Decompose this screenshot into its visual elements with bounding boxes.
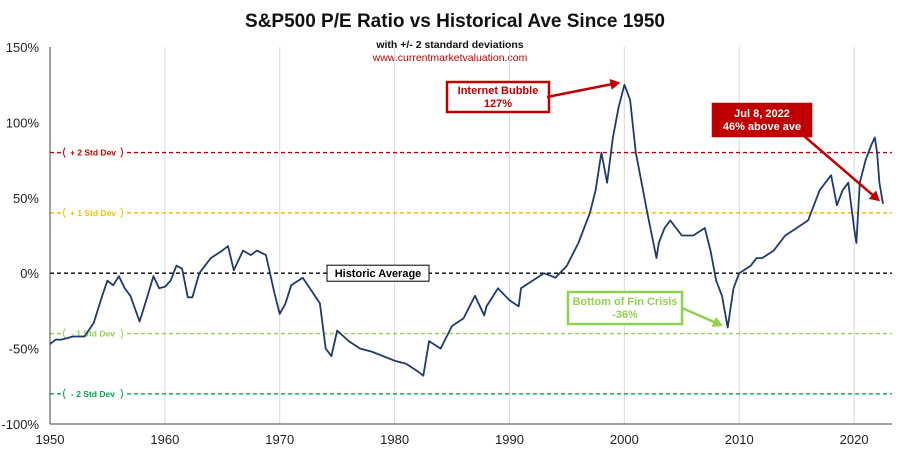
reference-lines: + 2 Std Dev + 1 Std Dev Historic Average - … (50, 146, 892, 400)
x-tick-label: 1970 (265, 432, 294, 447)
fin-crisis-callout-arrow (681, 306, 717, 324)
internet-bubble-callout-text: Internet Bubble (458, 85, 539, 97)
reference-bracket (63, 207, 123, 219)
x-tick-label: 2000 (610, 432, 639, 447)
reference-label: + 1 Std Dev (70, 208, 116, 218)
reference-bracket (63, 388, 123, 400)
y-tick-label: 50% (13, 191, 39, 206)
x-tick-label: 1990 (495, 432, 524, 447)
y-tick-label: -50% (9, 342, 40, 357)
jul-2022-callout-text: 46% above ave (723, 121, 801, 133)
reference-label: - 2 Std Dev (71, 389, 115, 399)
x-tick-label: 1950 (36, 432, 65, 447)
chart-subtitle: with +/- 2 standard deviations (375, 39, 523, 51)
reference-bracket (63, 147, 123, 158)
fin-crisis-callout-text: -36% (612, 309, 638, 321)
reference-label: + 2 Std Dev (70, 148, 116, 158)
reference-bracket (63, 328, 123, 339)
jul-2022-callout-arrow (803, 135, 875, 197)
chart-source: www.currentmarketvaluation.com (372, 52, 528, 64)
fin-crisis-callout-box (566, 290, 684, 326)
chart-title: S&P500 P/E Ratio vs Historical Ave Since… (245, 11, 665, 32)
x-tick-label: 1980 (380, 432, 409, 447)
historic-average-box (326, 264, 430, 282)
y-tick-label: -100% (1, 417, 39, 432)
fin-crisis-callout-text: Bottom of Fin Crisis (572, 296, 677, 308)
reference-label-bg (61, 387, 125, 400)
jul-2022-callout-arrowhead (868, 190, 881, 202)
jul-2022-callout-box (711, 102, 813, 138)
reference-label: Historic Average (335, 268, 422, 280)
reference-label-bg (61, 206, 125, 219)
y-tick-label: 150% (6, 40, 40, 55)
reference-label-bg (61, 146, 125, 159)
internet-bubble-callout-arrow (546, 82, 613, 99)
internet-bubble-callout-arrowhead (609, 79, 621, 90)
y-tick-label: 0% (20, 266, 39, 281)
series-layer (49, 83, 884, 377)
jul-2022-callout-text: Jul 8, 2022 (734, 108, 790, 120)
fin-crisis-callout-arrowhead (711, 316, 723, 327)
series-line (49, 83, 884, 377)
axes: -100% -50% 0% 50% 100% 150% 1950 1960 1970 1980 19… (1, 40, 892, 447)
internet-bubble-callout-text: 127% (484, 98, 512, 110)
y-tick-label: 100% (6, 115, 40, 130)
reference-label: - 1 Std Dev (71, 329, 115, 339)
x-tick-label: 2020 (840, 432, 869, 447)
x-tick-label: 1960 (150, 432, 179, 447)
x-tick-label: 2010 (725, 432, 754, 447)
